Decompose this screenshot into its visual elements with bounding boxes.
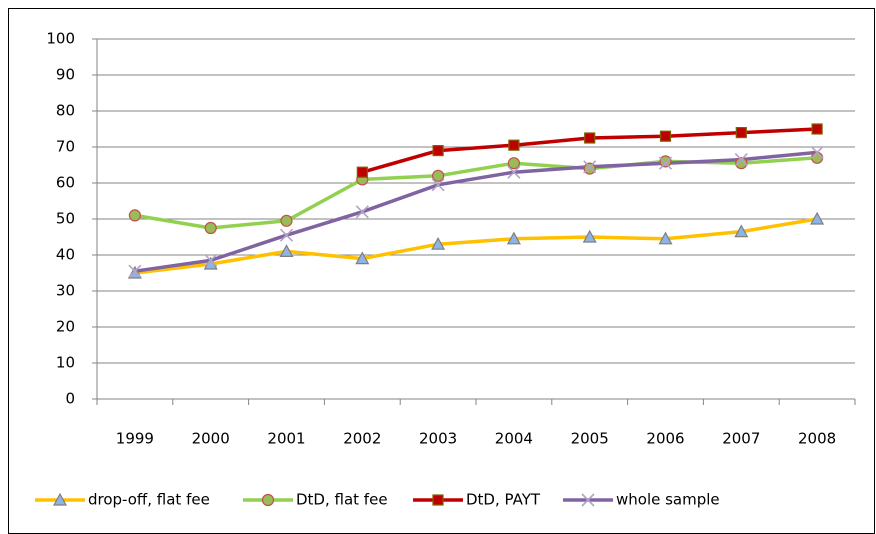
y-tick-label: 60 (56, 174, 75, 192)
data-point (507, 165, 521, 179)
data-point (584, 132, 596, 144)
data-point (432, 169, 445, 182)
y-tick-label: 10 (56, 354, 75, 372)
data-point (204, 221, 217, 235)
x-tick-label: 1999 (116, 430, 154, 448)
data-point (128, 209, 141, 222)
data-point (280, 214, 293, 227)
data-point (810, 145, 824, 159)
y-tick-label: 50 (56, 210, 75, 228)
y-tick-label: 30 (56, 282, 75, 300)
data-point (355, 251, 370, 265)
x-tick-label: 2005 (571, 430, 609, 448)
data-point (506, 231, 521, 245)
data-point (432, 145, 444, 157)
data-point (810, 151, 824, 164)
data-point (355, 205, 369, 219)
legend-marker (581, 493, 595, 507)
legend-marker (261, 493, 275, 507)
x-tick-label: 2004 (495, 430, 533, 448)
legend-label: DtD, PAYT (466, 491, 541, 509)
x-tick-label: 2002 (343, 430, 381, 448)
data-point (734, 224, 749, 238)
y-tick-label: 20 (56, 318, 75, 336)
x-tick-label: 2001 (267, 430, 305, 448)
data-point (659, 130, 672, 142)
data-point (582, 229, 597, 243)
data-point (431, 178, 445, 192)
data-point (734, 153, 748, 167)
legend-label: DtD, flat fee (296, 491, 388, 509)
x-tick-label: 2007 (722, 430, 760, 448)
data-point (128, 264, 142, 278)
data-point (658, 156, 673, 170)
legend-marker (52, 492, 68, 506)
legend-marker (432, 494, 444, 506)
data-point (279, 228, 294, 242)
data-point (659, 155, 672, 168)
series-line (134, 217, 818, 275)
legend-label: whole sample (616, 491, 720, 509)
data-point (810, 211, 825, 225)
data-point (658, 231, 673, 245)
series-line (134, 150, 818, 273)
legend-label: drop-off, flat fee (88, 491, 210, 509)
x-tick-label: 2008 (798, 430, 836, 448)
data-point (356, 166, 368, 178)
y-tick-label: 80 (56, 102, 75, 120)
data-point (508, 139, 520, 151)
data-point (507, 157, 521, 170)
data-point (583, 160, 597, 174)
x-tick-label: 2003 (419, 430, 457, 448)
data-point (735, 126, 747, 139)
data-point (735, 157, 748, 170)
x-tick-label: 2006 (646, 430, 684, 448)
data-point (583, 162, 596, 175)
x-tick-label: 2000 (192, 430, 230, 448)
y-tick-label: 0 (65, 390, 75, 408)
y-tick-label: 70 (56, 138, 75, 156)
y-tick-label: 100 (46, 30, 75, 48)
data-point (279, 244, 294, 257)
data-point (431, 236, 446, 250)
y-tick-label: 90 (56, 66, 75, 84)
y-tick-label: 40 (56, 246, 75, 264)
data-point (811, 123, 823, 135)
data-point (204, 253, 218, 267)
